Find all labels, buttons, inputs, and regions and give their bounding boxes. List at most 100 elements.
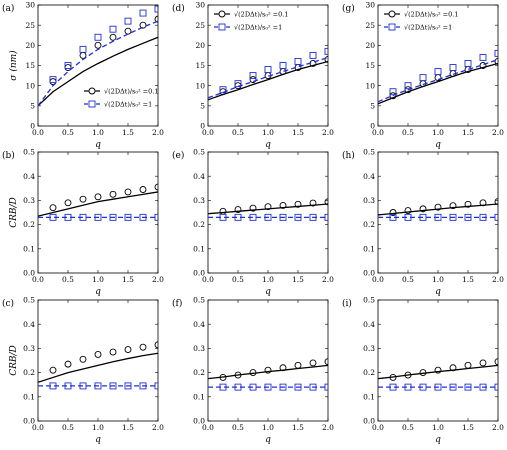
data-point-circle bbox=[404, 86, 412, 94]
y-tick-label: 5 bbox=[30, 101, 35, 110]
panel-i: 0.0 0.5 1.0 1.5 2.0 0.0 0.1 0.2 0.3 0.4 0.5 (i) q bbox=[342, 296, 504, 445]
panel-f: 0.0 0.5 1.0 1.5 2.0 0.0 0.1 0.2 0.3 0.4 0.5 (f) q bbox=[172, 296, 334, 445]
y-tick-label: 0.1 bbox=[23, 392, 35, 401]
x-tick-label: 1.5 bbox=[122, 275, 134, 284]
axes-frame bbox=[207, 299, 329, 422]
x-tick-label: 2.0 bbox=[492, 128, 504, 137]
data-point-circle bbox=[389, 209, 397, 216]
data-point-circle bbox=[279, 364, 287, 372]
data-point-square bbox=[494, 383, 498, 391]
x-tick-label: 0.5 bbox=[62, 128, 74, 137]
y-tick-label: 25 bbox=[195, 21, 205, 30]
x-axis-label: q bbox=[95, 140, 101, 150]
data-point-square bbox=[109, 25, 117, 33]
series-black bbox=[378, 58, 498, 105]
data-point-square bbox=[449, 64, 457, 71]
y-tick-label: 0.3 bbox=[193, 196, 205, 205]
data-point-square bbox=[154, 213, 158, 221]
x-tick-label: 1.0 bbox=[432, 275, 444, 284]
legend-label: √(2DΔt)/s₀² =1 bbox=[104, 100, 152, 108]
data-point-square bbox=[64, 382, 72, 390]
data-point-square bbox=[434, 383, 442, 391]
y-tick-label: 0.1 bbox=[193, 244, 205, 253]
data-point-square bbox=[279, 62, 287, 69]
x-tick-label: 1.5 bbox=[122, 128, 134, 137]
y-tick-label: 15 bbox=[365, 61, 375, 70]
y-tick-label: 0.4 bbox=[193, 320, 205, 329]
data-point-circle bbox=[234, 206, 242, 214]
data-point-circle bbox=[419, 369, 427, 377]
data-point-square bbox=[79, 382, 87, 390]
data-point-square bbox=[154, 382, 158, 390]
y-tick-label: 10 bbox=[195, 81, 205, 90]
data-point-circle bbox=[464, 200, 472, 208]
data-point-square bbox=[154, 5, 158, 13]
data-point-square bbox=[294, 383, 302, 391]
data-point-square bbox=[249, 213, 257, 221]
data-point-circle bbox=[494, 198, 498, 206]
data-point-square bbox=[389, 383, 397, 391]
data-point-circle bbox=[79, 195, 87, 203]
data-point-square bbox=[404, 82, 412, 90]
x-tick-label: 1.0 bbox=[262, 423, 274, 432]
series-blue bbox=[378, 49, 498, 103]
data-point-square bbox=[309, 213, 317, 221]
data-point-circle bbox=[404, 371, 412, 379]
panel-d: 0.0 0.5 1.0 1.5 2.0 0 5 10 15 20 25 30 (d) q √(2DΔt)/s… bbox=[172, 1, 334, 150]
data-point-circle bbox=[219, 207, 227, 215]
series-blue bbox=[378, 383, 498, 391]
data-point-circle bbox=[404, 207, 412, 215]
series-line bbox=[378, 58, 498, 103]
series-line bbox=[208, 203, 328, 215]
x-tick-label: 0.0 bbox=[202, 128, 214, 137]
data-point-circle bbox=[249, 204, 257, 212]
x-axis-label: q bbox=[265, 435, 271, 445]
x-tick-label: 0.0 bbox=[372, 275, 384, 284]
legend-marker-circle bbox=[218, 10, 226, 18]
x-tick-label: 0.0 bbox=[32, 275, 44, 284]
legend-marker-circle bbox=[388, 10, 396, 18]
x-tick-label: 0.0 bbox=[372, 423, 384, 432]
panel-h: 0.0 0.5 1.0 1.5 2.0 0.0 0.1 0.2 0.3 0.4 0.5 (h) q bbox=[342, 148, 504, 297]
data-point-square bbox=[449, 213, 457, 221]
legend-marker-circle bbox=[88, 87, 96, 95]
series-line bbox=[208, 364, 328, 380]
data-point-circle bbox=[389, 373, 397, 381]
x-tick-label: 0.5 bbox=[232, 128, 244, 137]
x-tick-label: 1.5 bbox=[292, 423, 304, 432]
data-point-square bbox=[219, 86, 227, 94]
x-axis-label: q bbox=[265, 287, 271, 297]
panel-label: (b) bbox=[2, 150, 15, 161]
data-point-square bbox=[109, 382, 117, 390]
data-point-square bbox=[234, 80, 242, 88]
x-axis-label: q bbox=[435, 435, 441, 445]
series-black bbox=[208, 358, 328, 381]
x-tick-label: 0.5 bbox=[402, 128, 414, 137]
y-tick-label: 0.3 bbox=[363, 344, 375, 353]
data-point-square bbox=[324, 47, 328, 55]
data-point-square bbox=[434, 213, 442, 221]
y-tick-label: 0.5 bbox=[193, 148, 205, 157]
data-point-circle bbox=[324, 56, 328, 63]
data-point-circle bbox=[154, 183, 158, 191]
legend: √(2DΔt)/s₀² =0.1 √(2DΔt)/s₀² =1 bbox=[84, 87, 158, 108]
data-point-square bbox=[234, 383, 242, 391]
y-tick-label: 0.0 bbox=[193, 417, 205, 426]
x-tick-label: 1.5 bbox=[462, 275, 474, 284]
x-tick-label: 1.5 bbox=[462, 423, 474, 432]
panel-a: 0.0 0.5 1.0 1.5 2.0 0 5 10 15 20 25 30 (a) q σ (nm) √(2… bbox=[2, 1, 164, 150]
x-tick-label: 1.0 bbox=[432, 128, 444, 137]
data-point-square bbox=[294, 213, 302, 221]
x-tick-label: 2.0 bbox=[322, 423, 334, 432]
x-tick-label: 1.0 bbox=[432, 423, 444, 432]
panel-label: (f) bbox=[172, 298, 182, 309]
data-point-circle bbox=[139, 186, 147, 193]
data-point-circle bbox=[494, 58, 498, 65]
data-point-square bbox=[264, 383, 272, 391]
legend-label: √(2DΔt)/s₀² =0.1 bbox=[234, 10, 288, 18]
data-point-square bbox=[324, 383, 328, 391]
panel-e: 0.0 0.5 1.0 1.5 2.0 0.0 0.1 0.2 0.3 0.4 0.5 (e) q bbox=[172, 148, 334, 297]
series-line bbox=[208, 60, 328, 101]
data-point-circle bbox=[249, 76, 257, 84]
y-tick-label: 0.4 bbox=[363, 172, 375, 181]
